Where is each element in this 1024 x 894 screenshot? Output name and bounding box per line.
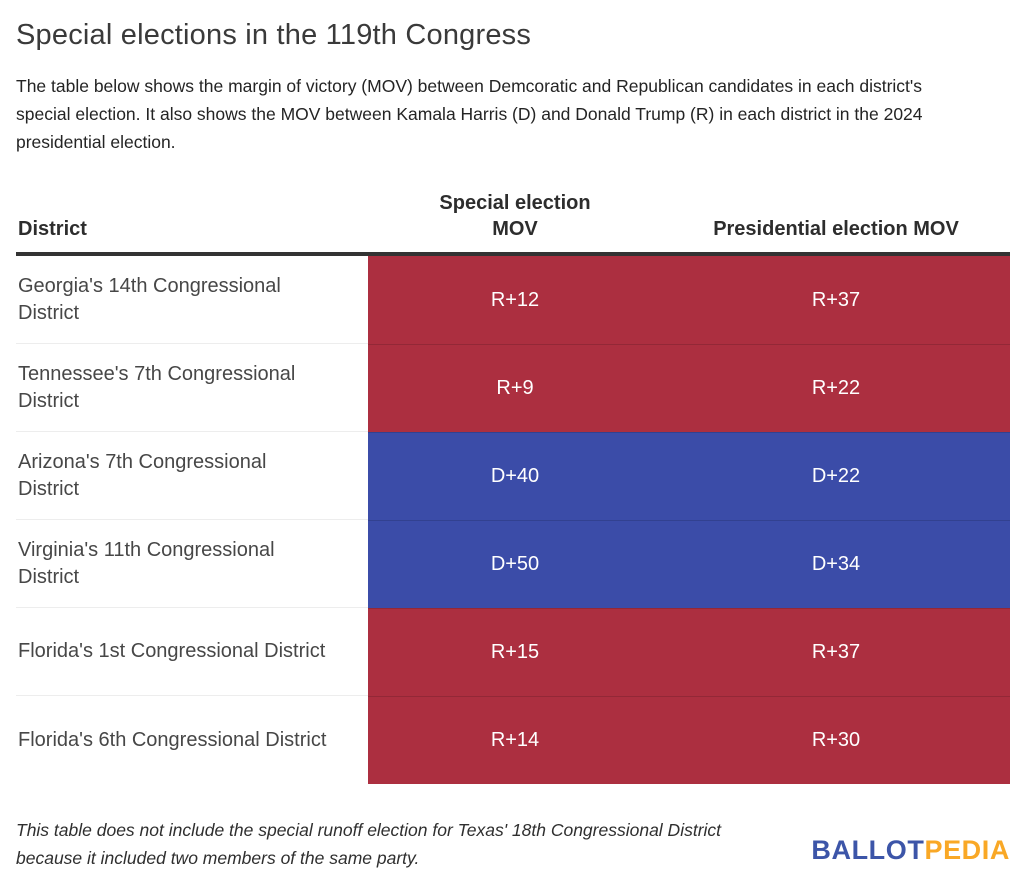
special-mov-cell: R+9	[368, 344, 662, 432]
footer: This table does not include the special …	[16, 816, 1010, 872]
presidential-mov-cell: R+37	[662, 256, 1010, 344]
column-header-special-mov: Special election MOV	[368, 190, 662, 242]
table-row: Florida's 1st Congressional District R+1…	[16, 608, 1010, 696]
table-row: Virginia's 11th Congressional District D…	[16, 520, 1010, 608]
special-mov-cell: R+12	[368, 256, 662, 344]
table-row: Arizona's 7th Congressional District D+4…	[16, 432, 1010, 520]
special-elections-table: District Special election MOV Presidenti…	[16, 190, 1010, 784]
column-header-presidential-mov: Presidential election MOV	[713, 218, 959, 240]
table-header-row: District Special election MOV Presidenti…	[16, 190, 1010, 256]
column-header-special-mov-label: Special election MOV	[439, 192, 591, 240]
district-cell: Florida's 1st Congressional District	[16, 608, 368, 696]
presidential-mov-cell: R+30	[662, 696, 1010, 784]
presidential-mov-cell: R+22	[662, 344, 1010, 432]
district-cell: Virginia's 11th Congressional District	[16, 520, 368, 608]
logo-ballot: BALLOT	[811, 835, 925, 865]
page-title: Special elections in the 119th Congress	[16, 19, 532, 51]
district-cell: Florida's 6th Congressional District	[16, 696, 368, 784]
column-header-district: District	[18, 218, 87, 240]
district-cell: Tennessee's 7th Congressional District	[16, 344, 368, 432]
special-mov-cell: D+40	[368, 432, 662, 520]
table-row: Florida's 6th Congressional District R+1…	[16, 696, 1010, 784]
footnote: This table does not include the special …	[16, 820, 722, 868]
special-mov-cell: D+50	[368, 520, 662, 608]
table-body: Georgia's 14th Congressional District R+…	[16, 256, 1010, 784]
district-cell: Georgia's 14th Congressional District	[16, 256, 368, 344]
special-mov-cell: R+14	[368, 696, 662, 784]
logo-pedia: PEDIA	[924, 835, 1010, 865]
ballotpedia-logo: BALLOTPEDIA	[811, 835, 1010, 872]
special-mov-cell: R+15	[368, 608, 662, 696]
presidential-mov-cell: D+22	[662, 432, 1010, 520]
table-row: Tennessee's 7th Congressional District R…	[16, 344, 1010, 432]
district-cell: Arizona's 7th Congressional District	[16, 432, 368, 520]
page-description: The table below shows the margin of vict…	[16, 76, 923, 152]
presidential-mov-cell: R+37	[662, 608, 1010, 696]
table-row: Georgia's 14th Congressional District R+…	[16, 256, 1010, 344]
presidential-mov-cell: D+34	[662, 520, 1010, 608]
